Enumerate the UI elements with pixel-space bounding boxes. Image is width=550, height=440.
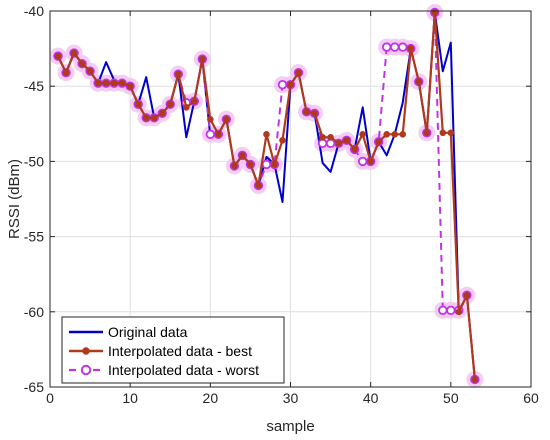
best-point <box>158 109 166 117</box>
best-point <box>255 182 262 189</box>
x-axis-title: sample <box>266 418 314 435</box>
best-point <box>359 131 366 138</box>
best-point <box>383 131 391 138</box>
legend: Original data Interpolated data - best I… <box>61 316 285 384</box>
legend-marker-worst <box>80 364 92 376</box>
worst-point <box>357 156 368 167</box>
best-point <box>118 79 126 87</box>
y-tick-label: -50 <box>24 153 44 169</box>
worst-point <box>398 42 408 52</box>
x-tick-label: 40 <box>363 390 379 406</box>
best-point <box>319 134 326 141</box>
best-point <box>215 131 222 138</box>
worst-point <box>390 42 400 52</box>
best-point <box>207 115 214 123</box>
legend-label-worst: Interpolated data - worst <box>108 362 259 378</box>
y-axis-title: RSSI (dBm) <box>6 159 23 239</box>
x-tick-label: 10 <box>122 390 138 406</box>
best-point <box>102 79 110 87</box>
best-point <box>182 103 190 111</box>
best-point <box>263 131 270 138</box>
best-point <box>70 49 78 57</box>
best-point <box>463 291 471 299</box>
best-point <box>295 69 302 76</box>
legend-label-original: Original data <box>108 324 188 340</box>
best-point <box>271 161 278 168</box>
best-point <box>311 109 318 117</box>
best-point <box>166 100 174 108</box>
best-point <box>391 131 399 138</box>
best-point <box>423 129 431 137</box>
worst-point <box>446 305 456 315</box>
best-point <box>415 78 423 85</box>
best-point <box>231 162 238 170</box>
worst-point <box>438 305 448 315</box>
best-point <box>455 308 463 316</box>
best-point <box>279 137 286 144</box>
best-point <box>343 137 350 144</box>
best-point <box>54 52 62 60</box>
y-tick-label: -45 <box>24 78 44 94</box>
best-point <box>447 129 455 137</box>
best-point <box>126 82 134 90</box>
x-tick-label: 0 <box>46 390 54 406</box>
best-point <box>110 79 118 87</box>
best-point <box>150 114 158 122</box>
y-tick-label: -60 <box>24 304 44 320</box>
best-point <box>142 114 150 122</box>
best-point <box>86 67 94 75</box>
legend-label-best: Interpolated data - best <box>108 343 252 359</box>
x-tick-label: 50 <box>443 390 459 406</box>
y-tick-label: -65 <box>24 379 44 395</box>
series-layer <box>49 4 484 388</box>
best-point <box>375 138 382 146</box>
axis-ticks: 0 10 20 30 40 50 60 -65 -60 -55 -50 -45 -40 <box>24 3 539 406</box>
x-tick-label: 30 <box>283 390 299 406</box>
y-tick-label: -55 <box>24 229 44 245</box>
y-tick-label: -40 <box>24 3 44 19</box>
best-point <box>247 161 254 168</box>
best-point <box>78 60 86 67</box>
best-point <box>191 97 198 105</box>
best-point <box>335 140 342 147</box>
best-point <box>439 129 447 137</box>
best-point <box>62 69 70 76</box>
worst-point <box>277 79 288 90</box>
worst-point <box>382 42 392 52</box>
best-point <box>407 45 415 52</box>
best-point <box>174 70 182 78</box>
x-tick-label: 20 <box>203 390 219 406</box>
best-point <box>239 152 246 159</box>
best-point <box>94 79 102 87</box>
best-point <box>399 131 407 138</box>
best-point <box>287 81 294 88</box>
worst-point <box>261 159 272 170</box>
best-point <box>327 134 334 141</box>
worst-point <box>205 129 216 140</box>
best-point <box>199 55 206 63</box>
legend-marker-best <box>82 347 90 355</box>
x-tick-label: 60 <box>523 390 539 406</box>
best-point <box>223 115 230 123</box>
worst-point <box>317 138 328 149</box>
best-point <box>351 146 358 153</box>
best-point <box>303 108 310 116</box>
best-point <box>367 158 374 165</box>
best-point <box>134 100 142 108</box>
best-point <box>471 376 479 383</box>
